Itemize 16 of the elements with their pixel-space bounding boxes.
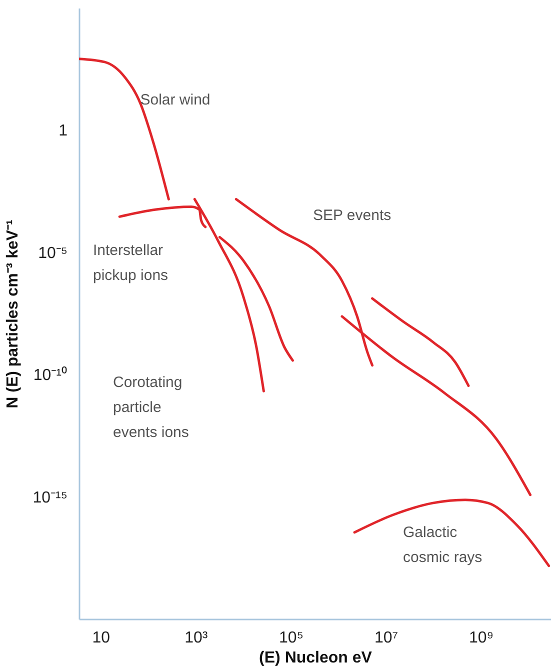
- y-tick-label: 10⁻¹⁰: [33, 366, 68, 384]
- y-tick-label: 10⁻¹⁵: [32, 489, 68, 506]
- x-tick-label: 10⁷: [374, 630, 398, 646]
- x-axis-title: (E) Nucleon eV: [259, 650, 372, 666]
- y-tick-label: 10⁻⁵: [38, 244, 68, 262]
- x-tick-label: 10⁹: [468, 630, 494, 646]
- y-axis-title: N (E) particles cm⁻³ keV⁻¹: [4, 220, 22, 408]
- annotation: Galactic cosmic rays: [403, 524, 482, 566]
- annotation: Interstellar pickup ions: [93, 242, 168, 284]
- x-tick-label: 10: [92, 630, 110, 646]
- x-tick-label: 10³: [184, 630, 208, 646]
- annotation: Solar wind: [140, 92, 210, 109]
- annotation: SEP events: [313, 207, 392, 224]
- x-tick-label: 10⁵: [279, 630, 304, 646]
- annotation: Corotating particle events ions: [113, 374, 189, 441]
- y-tick-label: 1: [58, 122, 68, 140]
